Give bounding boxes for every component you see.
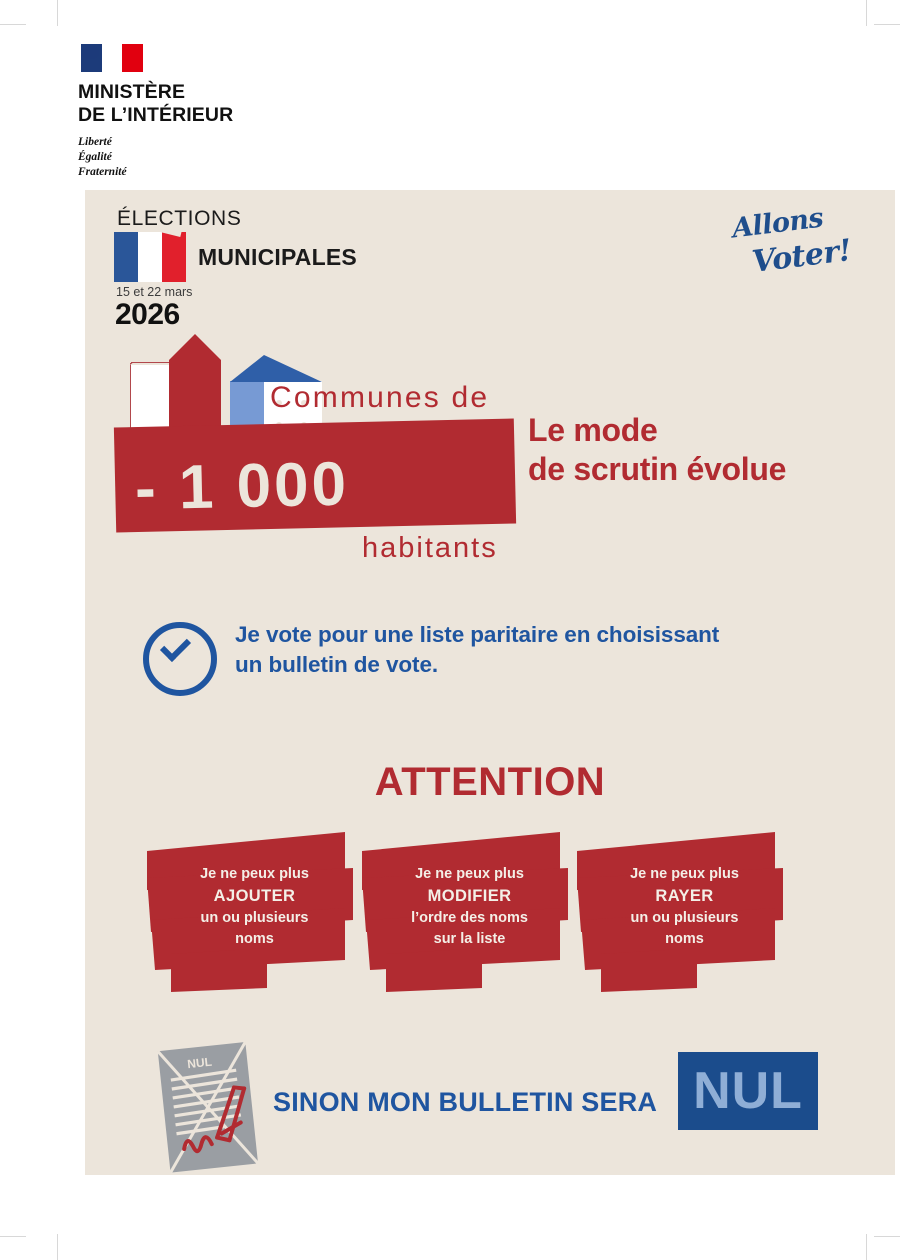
poster-header: ÉLECTIONS MUNICIPALES 15 et 22 mars 2026 xyxy=(114,207,357,332)
mode-title: Le mode de scrutin évolue xyxy=(528,411,786,489)
crop-mark-top-left-h xyxy=(0,24,26,25)
invalid-ballot-sentence: SINON MON BULLETIN SERA xyxy=(273,1087,658,1117)
communes-number: - 1 000 xyxy=(134,449,350,523)
warning-banner-text: Je ne peux plus AJOUTER un ou plusieurs … xyxy=(147,864,362,949)
poster-panel: ÉLECTIONS MUNICIPALES 15 et 22 mars 2026… xyxy=(85,190,895,1175)
warning-detail-1: l’ordre des noms xyxy=(411,910,528,926)
allons-voter-logo: Allons Voter! xyxy=(728,203,853,286)
header-municipales-label: MUNICIPALES xyxy=(198,244,357,270)
warning-intro: Je ne peux plus xyxy=(415,866,524,882)
ribbon-shape-icon xyxy=(577,832,783,992)
nul-badge: NUL xyxy=(678,1052,818,1130)
ribbon-shape-icon xyxy=(147,832,353,992)
warning-banner: Je ne peux plus RAYER un ou plusieurs no… xyxy=(577,820,792,992)
warning-banners: Je ne peux plus AJOUTER un ou plusieurs … xyxy=(147,820,847,1000)
communes-block: Communes de - 1 000 habitants Le mode de… xyxy=(85,334,895,590)
check-circle-icon xyxy=(143,622,217,696)
warning-intro: Je ne peux plus xyxy=(200,866,309,882)
svg-text:NUL: NUL xyxy=(187,1055,213,1072)
invalid-ballot-row: NUL S xyxy=(85,1030,895,1180)
warning-detail-2: noms xyxy=(235,930,274,947)
vote-statement-line2: un bulletin de vote. xyxy=(235,651,439,677)
motto-liberte: Liberté xyxy=(78,136,112,148)
void-ballot-icon: NUL xyxy=(156,1041,260,1174)
crop-mark-top-right-h xyxy=(874,24,900,25)
vote-statement-line1: Je vote pour une liste paritaire en choi… xyxy=(235,622,720,647)
crop-mark-top-right xyxy=(866,0,867,26)
ministry-name-line1: MINISTÈRE xyxy=(78,81,186,103)
crop-mark-bottom-right xyxy=(866,1234,867,1260)
vote-statement-text: Je vote pour une liste paritaire en choi… xyxy=(235,620,719,680)
communes-label-top: Communes de xyxy=(270,381,490,414)
warning-detail-1: un ou plusieurs xyxy=(630,910,739,926)
warning-banner-text: Je ne peux plus RAYER un ou plusieurs no… xyxy=(577,864,792,949)
warning-action: AJOUTER xyxy=(213,886,296,905)
crop-mark-bottom-left xyxy=(57,1234,58,1260)
warning-action: MODIFIER xyxy=(427,886,512,905)
warning-detail-1: un ou plusieurs xyxy=(200,910,309,926)
header-year: 2026 xyxy=(115,298,180,331)
warning-banner-text: Je ne peux plus MODIFIER l’ordre des nom… xyxy=(362,864,577,949)
motto-fraternite: Fraternité xyxy=(78,166,127,179)
warning-detail-2: noms xyxy=(665,930,704,947)
warning-banner: Je ne peux plus AJOUTER un ou plusieurs … xyxy=(147,820,362,992)
ministry-logo: MINISTÈRE DE L’INTÉRIEUR Liberté Égalité… xyxy=(78,44,328,181)
french-flag-icon xyxy=(114,232,186,282)
header-dates: 15 et 22 mars xyxy=(116,285,193,299)
warning-action: RAYER xyxy=(655,886,714,905)
mode-title-line1: Le mode xyxy=(528,412,658,448)
crop-mark-top-left xyxy=(57,0,58,26)
warning-detail-2: sur la liste xyxy=(433,930,506,947)
warning-intro: Je ne peux plus xyxy=(630,866,739,882)
warning-banner: Je ne peux plus MODIFIER l’ordre des nom… xyxy=(362,820,577,992)
marianne-french-flag-icon xyxy=(81,44,143,72)
crop-mark-bottom-left-h xyxy=(0,1236,26,1237)
mode-title-line2: de scrutin évolue xyxy=(528,451,787,488)
republic-motto: Liberté Égalité Fraternité xyxy=(78,135,328,181)
vote-statement: Je vote pour une liste paritaire en choi… xyxy=(143,620,719,696)
crop-mark-bottom-right-h xyxy=(874,1236,900,1237)
header-elections-label: ÉLECTIONS xyxy=(117,207,242,230)
motto-egalite: Égalité xyxy=(78,151,112,164)
ministry-name: MINISTÈRE DE L’INTÉRIEUR xyxy=(78,81,328,127)
ministry-name-line2: DE L’INTÉRIEUR xyxy=(78,104,234,126)
attention-title: ATTENTION xyxy=(374,760,606,804)
ribbon-shape-icon xyxy=(362,832,568,992)
communes-label-bottom: habitants xyxy=(362,532,498,564)
